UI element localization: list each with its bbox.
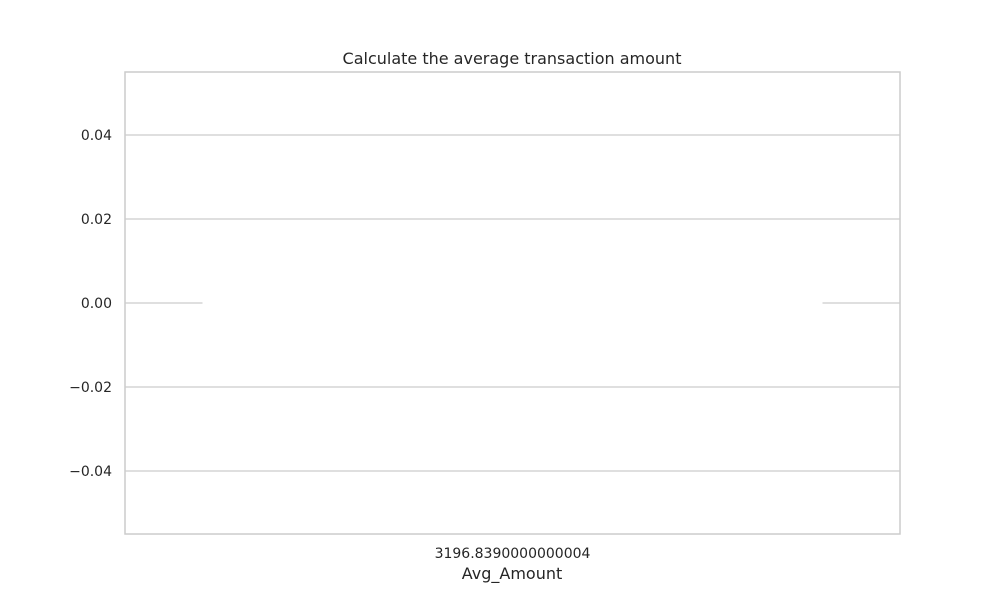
y-tick-label: 0.04 — [81, 128, 112, 144]
y-tick-label: −0.02 — [69, 380, 112, 396]
y-tick-label: 0.00 — [81, 296, 112, 312]
y-tick-label: −0.04 — [69, 464, 112, 480]
chart-title: Calculate the average transaction amount — [343, 49, 682, 68]
x-axis-label: Avg_Amount — [462, 564, 563, 584]
y-tick-labels: 0.04 0.02 0.00 −0.02 −0.04 — [69, 128, 112, 480]
plot-frame — [124, 71, 901, 535]
bar — [202, 302, 823, 304]
x-tick-labels: 3196.8390000000004 — [435, 546, 591, 562]
y-tick-label: 0.02 — [81, 212, 112, 228]
bars — [202, 302, 823, 304]
x-tick-label: 3196.8390000000004 — [435, 546, 591, 562]
